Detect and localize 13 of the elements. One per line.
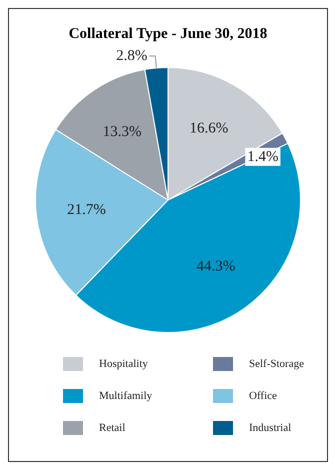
data-label: 16.6% (190, 120, 228, 137)
data-label: 21.7% (67, 202, 106, 218)
legend-label: Multifamily (99, 390, 152, 402)
chart-title: Collateral Type - June 30, 2018 (68, 26, 268, 42)
data-label: 1.4% (247, 148, 278, 165)
legend-label: Office (249, 390, 277, 402)
data-label: 44.3% (196, 258, 236, 275)
legend-label: Hospitality (99, 358, 148, 370)
data-label: 2.8% (116, 48, 148, 64)
legend-label: Retail (99, 422, 126, 434)
legend-label: Industrial (249, 422, 292, 434)
legend-label: Self-Storage (249, 358, 304, 370)
data-label: 13.3% (102, 124, 142, 140)
